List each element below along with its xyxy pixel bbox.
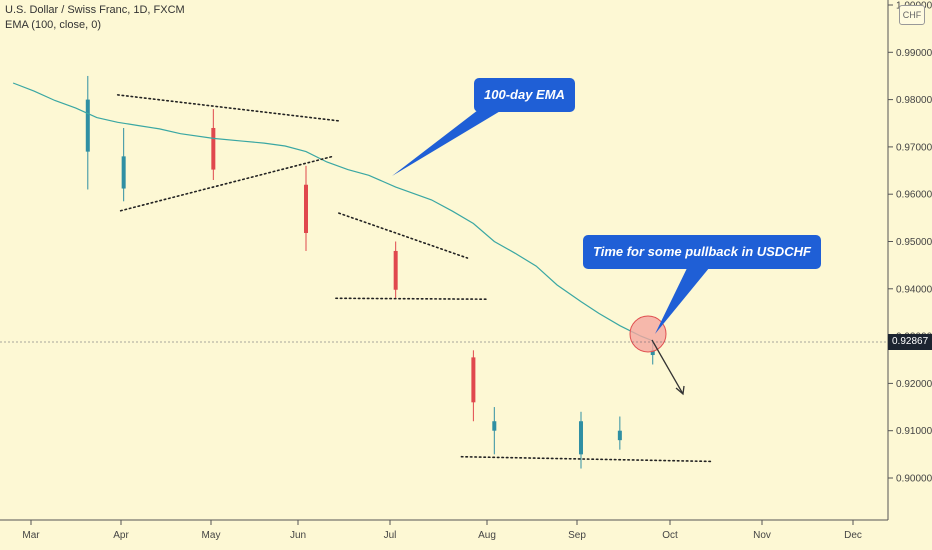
- trendline: [335, 297, 490, 301]
- pullback-arrowhead: [675, 385, 685, 396]
- candle-body: [211, 127, 216, 170]
- symbol-title: U.S. Dollar / Swiss Franc, 1D, FXCM: [5, 4, 185, 16]
- price-tick-label: 0.97000: [896, 142, 932, 153]
- ema-line: [12, 82, 653, 342]
- candle-body: [650, 350, 655, 356]
- pullback-callout-pointer: [655, 262, 714, 334]
- candle-body: [617, 430, 622, 441]
- indicator-label[interactable]: EMA (100, close, 0): [5, 19, 101, 31]
- price-tick-label: 0.95000: [896, 237, 932, 248]
- candle-body: [121, 156, 126, 189]
- trendline: [460, 455, 714, 463]
- time-tick-label: Jul: [384, 530, 397, 541]
- candle-body: [393, 250, 398, 290]
- candle-body: [303, 184, 308, 233]
- ema-callout: 100-day EMA: [474, 78, 575, 112]
- candles-layer: [85, 75, 655, 469]
- time-tick-label: Aug: [478, 530, 496, 541]
- candle-body: [471, 357, 476, 403]
- pullback-callout: Time for some pullback in USDCHF: [583, 235, 821, 269]
- candle-body: [85, 99, 90, 152]
- price-tick-label: 0.99000: [896, 48, 932, 59]
- currency-badge[interactable]: CHF: [899, 5, 925, 25]
- price-tick-label: 0.96000: [896, 190, 932, 201]
- highlight-circle: [629, 315, 667, 353]
- pullback-arrow: [651, 339, 684, 395]
- candle-body: [578, 421, 583, 455]
- time-tick-label: May: [202, 530, 221, 541]
- time-tick-label: Dec: [844, 530, 862, 541]
- time-tick-label: Nov: [753, 530, 771, 541]
- trendlines-layer: [116, 94, 714, 463]
- price-tick-label: 0.92000: [896, 379, 932, 390]
- price-axis: 0.900000.910000.920000.930000.940000.950…: [888, 1, 932, 485]
- time-tick-label: Mar: [22, 530, 40, 541]
- time-tick-label: Apr: [113, 530, 129, 541]
- ema-callout-pointer: [392, 110, 502, 176]
- trendline: [119, 155, 334, 212]
- last-price-tag: 0.92867: [888, 334, 932, 350]
- time-tick-label: Oct: [662, 530, 678, 541]
- trendline: [116, 94, 340, 122]
- time-tick-label: Jun: [290, 530, 306, 541]
- price-tick-label: 0.90000: [896, 474, 932, 485]
- time-axis: Mar Apr May Jun Jul Aug Sep Oct Nov Dec: [22, 520, 862, 541]
- candle-body: [492, 421, 497, 431]
- price-tick-label: 0.94000: [896, 284, 932, 295]
- price-tick-label: 0.98000: [896, 95, 932, 106]
- trendline: [338, 212, 469, 259]
- time-tick-label: Sep: [568, 530, 586, 541]
- price-tick-label: 0.91000: [896, 426, 932, 437]
